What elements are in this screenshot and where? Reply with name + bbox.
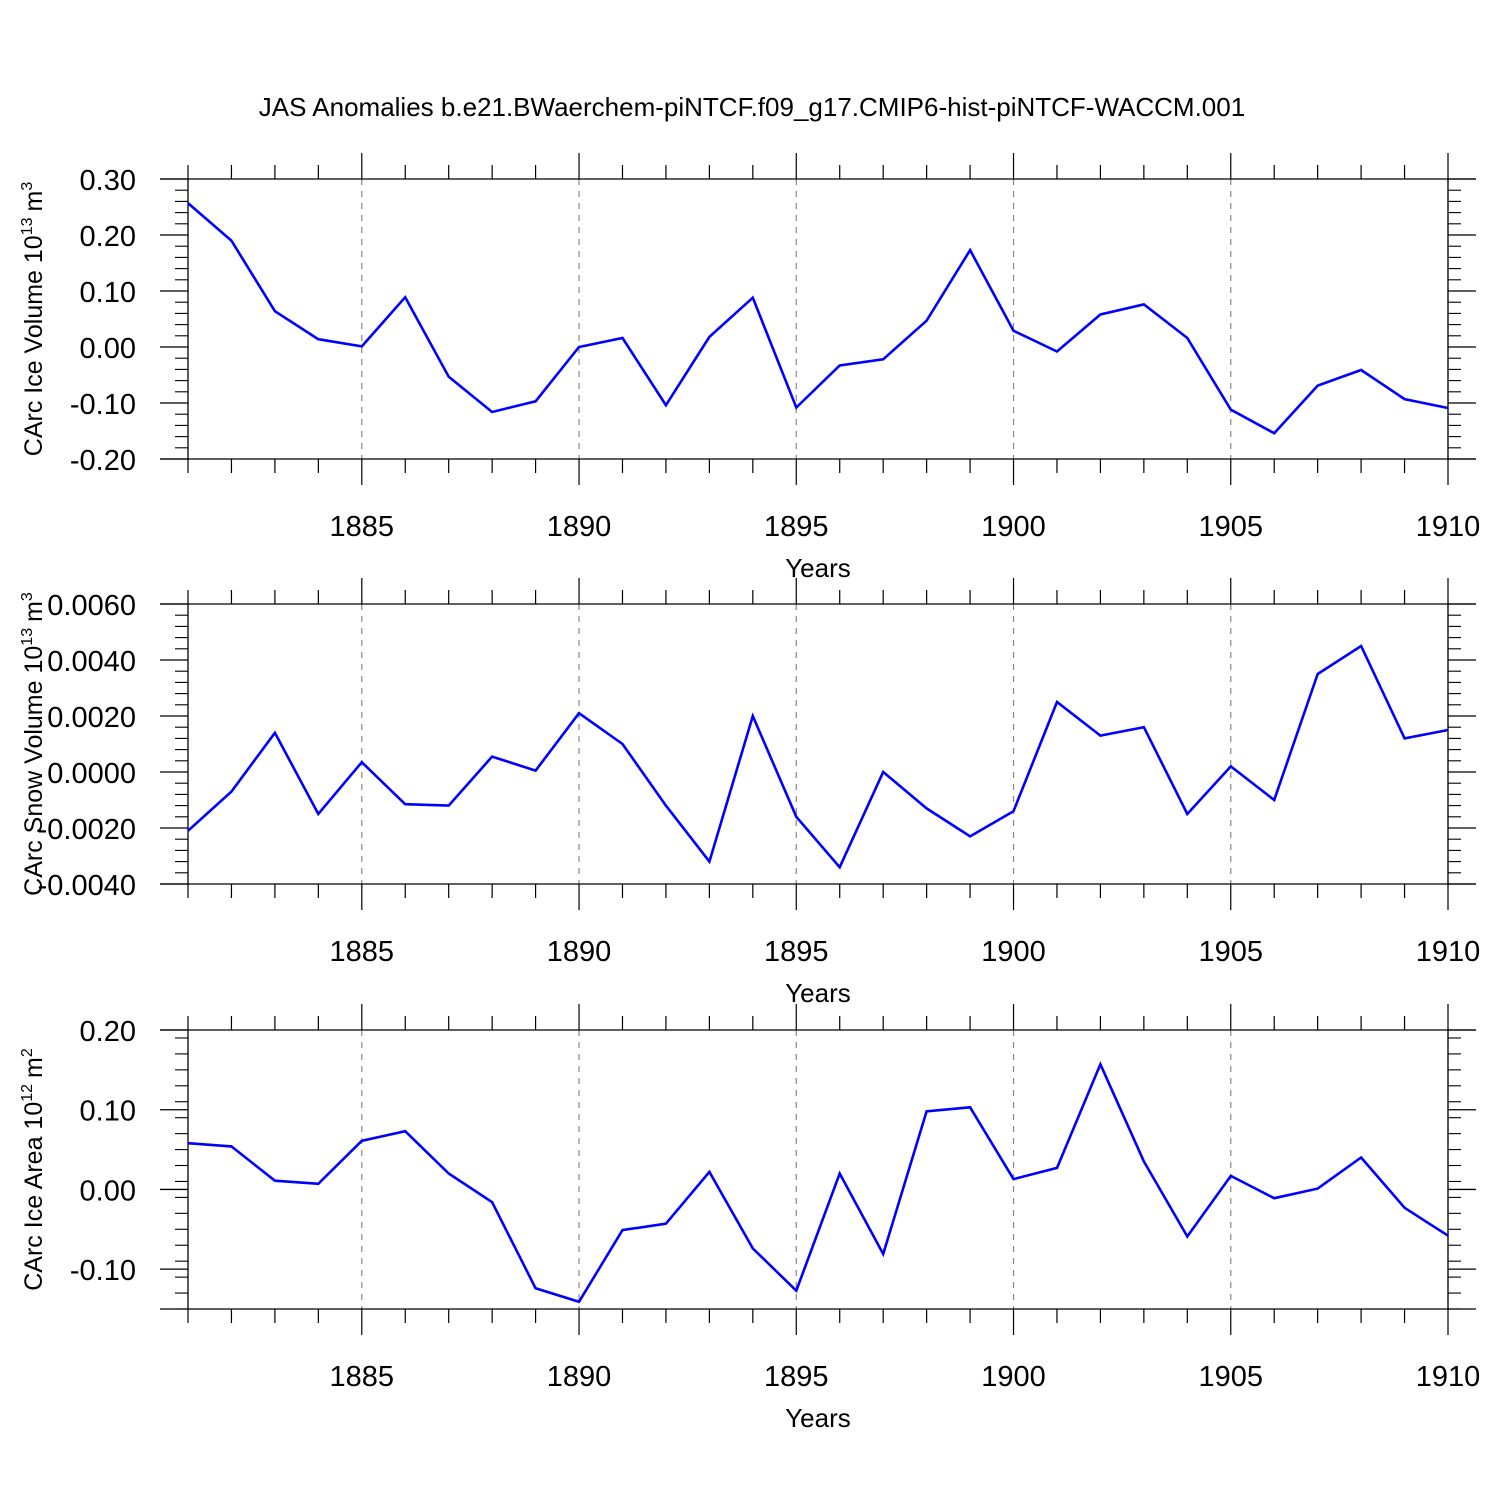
y-tick-label: 0.0040 (47, 646, 136, 678)
y-axis-label-unit-exponent: 3 (19, 592, 36, 601)
y-tick-label: -0.0040 (38, 870, 136, 902)
y-tick-label: 0.0020 (47, 702, 136, 734)
y-tick-label: -0.10 (70, 389, 136, 421)
series-line (187, 644, 1449, 870)
y-tick-label: 0.00 (80, 333, 136, 365)
y-tick-label: -0.0020 (38, 814, 136, 846)
x-axis-label: Years (785, 978, 851, 1008)
figure-title: JAS Anomalies b.e21.BWaerchem-piNTCF.f09… (259, 92, 1245, 122)
y-axis-label-exponent: 12 (19, 1084, 36, 1102)
y-axis-label-unit: m (20, 191, 48, 212)
y-tick-label: -0.10 (70, 1255, 136, 1287)
x-axis-label: Years (785, 553, 851, 583)
x-tick-label: 1890 (547, 511, 612, 543)
x-tick-label: 1905 (1199, 1361, 1264, 1393)
y-axis-label-main: CArc Ice Area 10 (20, 1102, 48, 1291)
x-tick-label: 1895 (764, 936, 829, 968)
x-tick-label: 1905 (1199, 511, 1264, 543)
y-tick-label: 0.00 (80, 1175, 136, 1207)
x-tick-label: 1905 (1199, 936, 1264, 968)
x-axis-label: Years (785, 1403, 851, 1433)
x-tick-label: 1900 (981, 511, 1046, 543)
y-tick-label: 0.10 (80, 1096, 136, 1128)
x-tick-label: 1910 (1416, 936, 1481, 968)
x-tick-label: 1885 (330, 1361, 395, 1393)
y-tick-label: 0.20 (80, 1016, 136, 1048)
x-tick-label: 1910 (1416, 511, 1481, 543)
x-tick-label: 1895 (764, 1361, 829, 1393)
y-tick-label: 0.20 (80, 221, 136, 253)
chart-panel-3: -0.10 0.00 0.10 0.20 1885 1890 1895 1900 1905 191… (19, 1004, 1480, 1433)
series-line (187, 1061, 1449, 1304)
y-axis-label-main: CArc Snow Volume 10 (20, 646, 48, 896)
y-axis-label: CArc Ice Area 1012 m2 (19, 1048, 48, 1291)
y-axis-label-unit: m (20, 1057, 48, 1078)
y-axis-label-unit-exponent: 2 (19, 1048, 36, 1057)
y-tick-label: 0.30 (80, 165, 136, 197)
y-tick-label: 0.0000 (47, 758, 136, 790)
chart-panel-2: -0.0040 -0.0020 0.0000 0.0020 0.0040 0.0060 18… (19, 578, 1480, 1008)
y-tick-label: 0.10 (80, 277, 136, 309)
x-tick-label: 1895 (764, 511, 829, 543)
x-tick-label: 1900 (981, 936, 1046, 968)
y-axis-label-unit-exponent: 3 (19, 182, 36, 191)
y-axis-label: CArc Snow Volume 1013 m3 (19, 592, 48, 896)
y-axis-label-main: CArc Ice Volume 10 (20, 235, 48, 456)
x-tick-label: 1910 (1416, 1361, 1481, 1393)
y-axis-label-exponent: 13 (19, 628, 36, 646)
series-line (187, 202, 1449, 435)
chart-panel-1: -0.20 -0.10 0.00 0.10 0.20 0.30 1885 1890 1895 19… (19, 153, 1480, 583)
y-axis-label-exponent: 13 (19, 217, 36, 235)
y-axis-label-unit: m (20, 601, 48, 622)
y-tick-label: 0.0060 (47, 590, 136, 622)
x-tick-label: 1900 (981, 1361, 1046, 1393)
x-tick-label: 1890 (547, 1361, 612, 1393)
x-tick-label: 1890 (547, 936, 612, 968)
y-tick-label: -0.20 (70, 445, 136, 477)
x-tick-label: 1885 (330, 511, 395, 543)
y-axis-label: CArc Ice Volume 1013 m3 (19, 182, 48, 457)
x-tick-label: 1885 (330, 936, 395, 968)
